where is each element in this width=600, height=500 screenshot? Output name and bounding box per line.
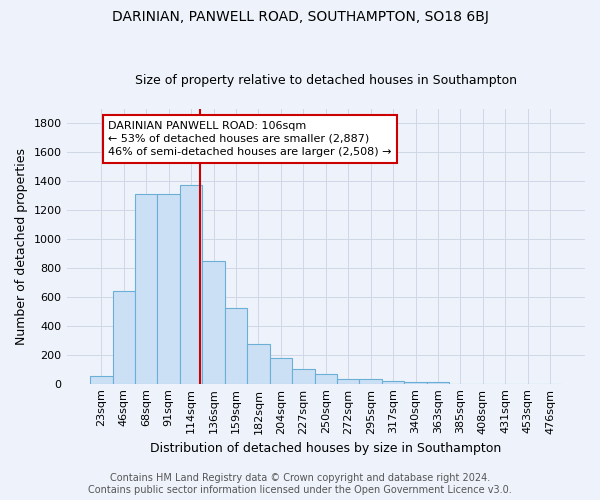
Bar xyxy=(404,382,427,384)
Bar xyxy=(225,308,247,384)
Bar xyxy=(113,291,135,384)
Bar xyxy=(135,194,157,384)
Text: Contains HM Land Registry data © Crown copyright and database right 2024.
Contai: Contains HM Land Registry data © Crown c… xyxy=(88,474,512,495)
Text: DARINIAN, PANWELL ROAD, SOUTHAMPTON, SO18 6BJ: DARINIAN, PANWELL ROAD, SOUTHAMPTON, SO1… xyxy=(112,10,488,24)
Bar xyxy=(292,368,314,384)
Bar xyxy=(382,381,404,384)
Bar xyxy=(202,261,225,384)
Bar xyxy=(337,378,359,384)
Bar xyxy=(90,376,113,384)
Title: Size of property relative to detached houses in Southampton: Size of property relative to detached ho… xyxy=(135,74,517,87)
X-axis label: Distribution of detached houses by size in Southampton: Distribution of detached houses by size … xyxy=(150,442,502,455)
Bar xyxy=(247,344,269,384)
Bar xyxy=(314,374,337,384)
Bar xyxy=(427,382,449,384)
Bar xyxy=(180,185,202,384)
Bar xyxy=(269,358,292,384)
Y-axis label: Number of detached properties: Number of detached properties xyxy=(15,148,28,345)
Text: DARINIAN PANWELL ROAD: 106sqm
← 53% of detached houses are smaller (2,887)
46% o: DARINIAN PANWELL ROAD: 106sqm ← 53% of d… xyxy=(108,120,392,157)
Bar xyxy=(359,378,382,384)
Bar xyxy=(157,194,180,384)
